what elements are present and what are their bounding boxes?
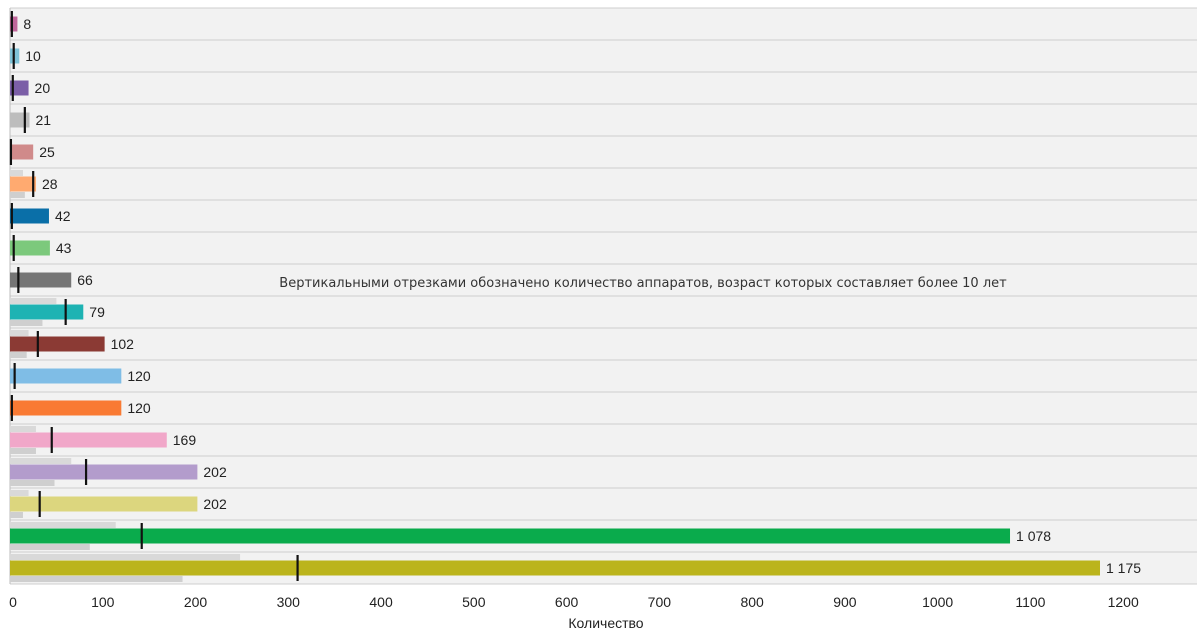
bar [10, 240, 50, 256]
shadow-bar-upper [10, 170, 23, 176]
shadow-bars [10, 170, 241, 582]
bar-value-label: 25 [39, 144, 55, 160]
bar [10, 336, 105, 352]
data-labels: 8 10 20 21 25 28 42 43 66 79 102 120 120 169 202 202 1 0… [23, 16, 1141, 576]
shadow-bar-lower [10, 448, 36, 454]
bar-value-label: 28 [42, 176, 58, 192]
x-tick-label: 1200 [1108, 594, 1139, 610]
bar-value-label: 202 [203, 464, 227, 480]
x-tick-label: 0 [9, 594, 17, 610]
bar [10, 400, 122, 416]
bar [10, 560, 1100, 576]
bar-value-label: 169 [173, 432, 197, 448]
bar [10, 432, 167, 448]
gridlines [9, 7, 1197, 585]
x-tick-label: 900 [833, 594, 857, 610]
shadow-bar-upper [10, 522, 116, 528]
x-axis-label: Количество [568, 615, 643, 631]
bar-value-label: 10 [25, 48, 41, 64]
shadow-bar-lower [10, 192, 25, 198]
bar [10, 176, 36, 192]
shadow-bar-upper [10, 458, 72, 464]
bar-value-label: 1 175 [1106, 560, 1141, 576]
shadow-bar-upper [10, 490, 29, 496]
bar [10, 144, 34, 160]
bar-value-label: 202 [203, 496, 227, 512]
bar [10, 304, 84, 320]
bar-value-label: 8 [23, 16, 31, 32]
x-tick-label: 300 [277, 594, 301, 610]
shadow-bar-lower [10, 480, 55, 486]
x-tick-label: 800 [740, 594, 764, 610]
bar-value-label: 120 [127, 400, 151, 416]
x-tick-label: 500 [462, 594, 486, 610]
bar-value-label: 42 [55, 208, 71, 224]
bar [10, 208, 49, 224]
x-tick-label: 400 [369, 594, 393, 610]
bar [10, 528, 1011, 544]
shadow-bar-upper [10, 554, 241, 560]
bar [10, 112, 30, 128]
shadow-bar-lower [10, 576, 183, 582]
shadow-bar-lower [10, 320, 43, 326]
x-tick-label: 700 [648, 594, 672, 610]
bar [10, 368, 122, 384]
shadow-bar-upper [10, 298, 57, 304]
x-tick-label: 600 [555, 594, 579, 610]
shadow-bar-upper [10, 426, 36, 432]
shadow-bar-upper [10, 330, 29, 336]
bar-value-label: 66 [77, 272, 93, 288]
bar-value-label: 21 [35, 112, 51, 128]
bar-value-label: 120 [127, 368, 151, 384]
chart-annotation: Вертикальными отрезками обозначено колич… [279, 276, 1007, 291]
shadow-bar-lower [10, 544, 90, 550]
bar-value-label: 43 [56, 240, 72, 256]
bar [10, 80, 29, 96]
x-axis-ticks: 0 100 200 300 400 500 600 700 800 900 1000 1100 1200 [9, 594, 1139, 610]
over10-markers [9, 11, 299, 581]
bar-value-label: 102 [111, 336, 135, 352]
bar-value-label: 20 [35, 80, 51, 96]
x-tick-label: 200 [184, 594, 208, 610]
bar [10, 496, 198, 512]
x-tick-label: 100 [91, 594, 115, 610]
bar [10, 16, 18, 32]
bar-value-label: 1 078 [1016, 528, 1051, 544]
bar [10, 272, 72, 288]
bar-value-label: 79 [89, 304, 105, 320]
shadow-bar-lower [10, 512, 23, 518]
x-tick-label: 1100 [1015, 594, 1045, 610]
shadow-bar-lower [10, 352, 27, 358]
bar [10, 464, 198, 480]
bars [10, 16, 1100, 576]
x-tick-label: 1000 [922, 594, 953, 610]
